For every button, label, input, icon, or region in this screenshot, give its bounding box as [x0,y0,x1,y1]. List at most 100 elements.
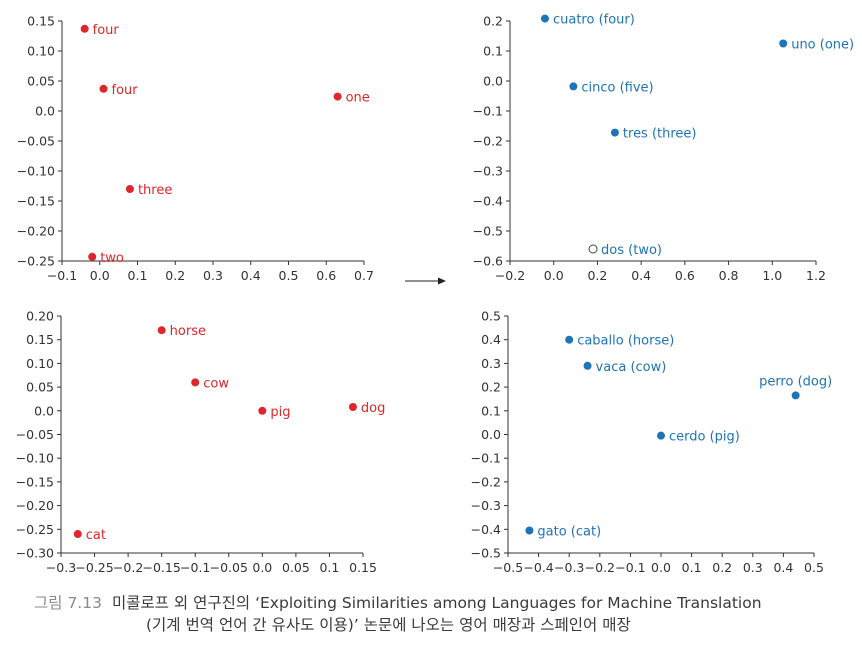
y-tick-label: 0.0 [483,74,503,89]
y-tick-label: 0.2 [483,14,503,29]
figure-number: 그림 7.13 [34,594,102,612]
y-tick-label: −0.3 [473,164,503,179]
x-tick-label: 0.5 [804,560,824,575]
x-tick-label: −0.1 [180,560,210,575]
x-tick-label: −0.5 [493,560,523,575]
figure-caption: 그림 7.13 미콜로프 외 연구진의 ‘Exploiting Similarit… [34,592,854,636]
y-tick-label: −0.5 [473,224,503,239]
data-point-label: four [93,23,120,38]
data-point-label: pig [270,405,290,420]
y-tick-label: 0.15 [26,332,54,347]
data-point [157,326,166,335]
x-tick-label: −0.3 [554,560,584,575]
x-tick-label: −0.3 [46,560,76,575]
x-tick-label: −0.2 [495,268,525,283]
y-tick-label: −0.05 [16,427,54,442]
x-tick-label: 0.0 [651,560,671,575]
x-tick-label: 0.7 [354,268,374,283]
y-tick-label: 0.10 [27,44,55,59]
data-point [73,530,82,539]
chart-panel-bottom-left: 0.20 0.15 0.10 0.05 0.0 −0.05 −0.10 −0.15 −0.20 −… [16,309,386,576]
y-tick-label: 0.5 [481,309,501,324]
y-tick-label: 0.05 [27,74,55,89]
y-tick-label: 0.15 [27,14,55,29]
y-tick-label: −0.25 [17,254,55,269]
data-point [565,335,574,344]
y-tick-label: −0.4 [471,522,501,537]
data-point [125,185,134,193]
data-point-label: vaca (cow) [596,360,667,375]
x-tick-label: 0.1 [682,560,702,575]
y-tick-label: −0.30 [16,546,54,561]
x-tick-label: 0.2 [587,268,607,283]
mapping-arrow-head [438,277,446,285]
data-point-label: dog [361,401,385,416]
x-tick-label: 0.8 [719,268,739,283]
data-point [569,82,578,91]
y-tick-label: 0.2 [481,380,501,395]
data-point-label: cinco (five) [581,80,653,95]
y-tick-label: 0.0 [481,427,501,442]
data-point-label: one [346,91,370,106]
y-tick-label: 0.3 [481,356,501,371]
x-tick-label: −0.2 [585,560,615,575]
data-point [540,14,549,23]
x-tick-label: 1.2 [806,268,826,283]
data-point-label: tres (three) [623,127,697,142]
y-tick-label: −0.20 [17,224,55,239]
data-point [99,84,108,93]
y-tick-label: −0.2 [473,134,503,149]
y-tick-label: −0.05 [17,134,55,149]
x-tick-label: −0.15 [143,560,181,575]
y-tick-label: −0.5 [471,546,501,561]
x-tick-label: 0.3 [203,268,223,283]
x-tick-label: 0.6 [675,268,695,283]
x-tick-label: 0.4 [631,268,651,283]
y-tick-label: 0.1 [481,403,501,418]
x-tick-label: −0.25 [75,560,113,575]
y-tick-label: −0.15 [17,194,55,209]
x-tick-label: −0.4 [523,560,553,575]
y-tick-label: −0.6 [473,254,503,269]
data-point-label: uno (one) [791,38,854,53]
x-tick-label: 0.2 [712,560,732,575]
x-tick-label: −0.1 [47,268,77,283]
x-tick-label: −0.05 [210,560,248,575]
x-tick-label: 0.4 [241,268,261,283]
x-tick-label: 1.0 [762,268,782,283]
y-tick-label: −0.2 [471,474,501,489]
x-tick-label: −0.2 [113,560,143,575]
y-tick-label: −0.4 [473,194,503,209]
chart-panel-top-left: 0.15 0.10 0.05 0.0 −0.05 −0.10 −0.15 −0.20 −0.25… [17,14,374,284]
x-tick-label: 0.0 [90,268,110,283]
data-point [525,526,534,535]
caption-line-1: 미콜로프 외 연구진의 ‘Exploiting Similarities amo… [111,594,762,612]
data-point [88,252,97,261]
y-tick-label: 0.10 [26,356,54,371]
y-tick-label: −0.10 [16,451,54,466]
x-tick-label: 0.4 [773,560,793,575]
data-point [348,403,357,412]
x-tick-label: 0.5 [279,268,299,283]
x-tick-label: 0.0 [252,560,272,575]
x-tick-label: 0.1 [319,560,339,575]
caption-line-2: (기계 번역 언어 간 유사도 이용)’ 논문에 나오는 영어 매장과 스페인어… [146,616,631,634]
data-point-label: horse [170,324,206,339]
data-point [258,406,267,415]
data-point [333,92,342,101]
y-tick-label: −0.3 [471,498,501,513]
y-tick-label: 0.0 [34,403,54,418]
x-tick-label: 0.2 [165,268,185,283]
data-point [791,391,800,400]
data-point [583,361,592,370]
mapping-arrow [405,277,446,285]
data-point-label: caballo (horse) [577,334,674,349]
y-tick-label: −0.1 [471,451,501,466]
y-tick-label: −0.15 [16,474,54,489]
y-tick-label: 0.4 [481,332,501,347]
x-tick-label: 0.15 [349,560,377,575]
x-tick-label: 0.1 [128,268,148,283]
y-tick-label: 0.05 [26,380,54,395]
data-point [779,39,788,48]
y-tick-label: −0.1 [473,104,503,119]
